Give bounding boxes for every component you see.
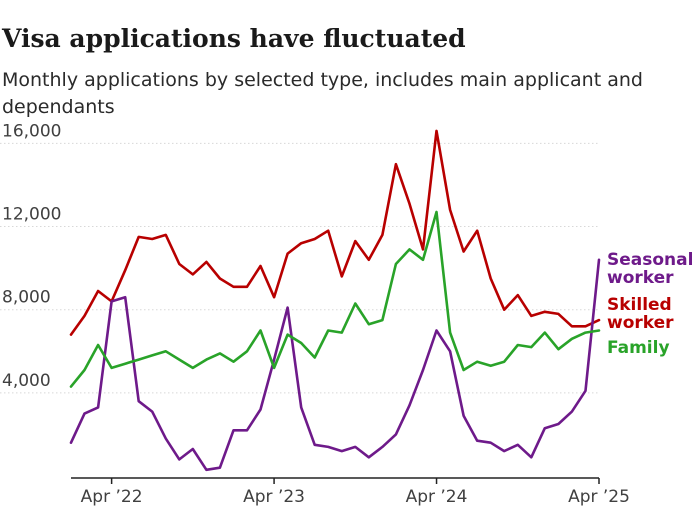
- family-line: [69, 210, 601, 388]
- chart-title: Visa applications have fluctuated: [2, 24, 466, 53]
- series-lines: [69, 129, 601, 472]
- skilled-worker-label: Skilled worker: [607, 295, 674, 333]
- series-labels: Skilled worker Seasonal worker Family: [607, 250, 692, 358]
- y-tick-label: 4,000: [2, 371, 51, 391]
- x-tick-label: Apr ’23: [243, 487, 305, 507]
- y-tick-label: 12,000: [2, 205, 61, 225]
- chart-subtitle: Monthly applications by selected type, i…: [2, 69, 643, 118]
- y-tick-label: 8,000: [2, 288, 51, 308]
- x-tick-label: Apr ’25: [568, 487, 630, 507]
- y-tick-label: 16,000: [2, 121, 61, 141]
- y-axis: 4,000 8,000 12,000 16,000: [2, 121, 61, 390]
- x-tick-label: Apr ’24: [406, 487, 468, 507]
- seasonal-worker-line: [69, 258, 601, 472]
- x-tick-label: Apr ’22: [81, 487, 143, 507]
- family-label: Family: [607, 338, 670, 358]
- skilled-worker-line: [69, 129, 601, 336]
- x-axis: Apr ’22 Apr ’23 Apr ’24 Apr ’25: [71, 477, 630, 507]
- seasonal-worker-label: Seasonal worker: [607, 250, 692, 288]
